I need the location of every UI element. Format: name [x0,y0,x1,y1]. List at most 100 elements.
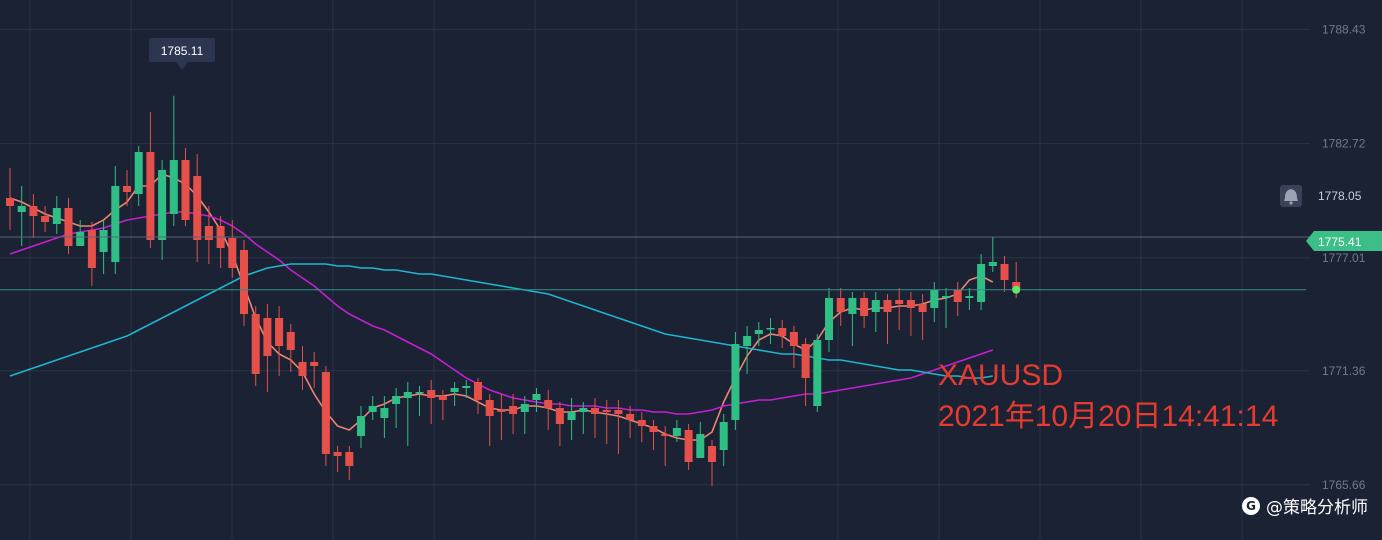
candle-body [333,452,342,456]
candle-body [1000,264,1009,280]
candle-body [743,336,752,346]
candle-body [310,362,319,366]
bell-icon [1284,189,1298,205]
candle-body [427,390,436,398]
candle-body [392,396,401,404]
candle-body [801,344,810,378]
candle-body [52,208,61,224]
candle-body [99,230,108,252]
candle-body [228,238,237,268]
candle-body [474,382,482,400]
candle-body [848,298,857,314]
y-tick-label: 1782.72 [1322,137,1366,151]
candle-body [567,412,576,420]
y-axis: 1788.43 1782.72 1777.01 1771.36 1765.66 [1322,22,1366,491]
candle-body [368,406,377,412]
candle-body [754,330,763,334]
high-marker: 1785.11 [149,38,215,70]
y-tick-label: 1788.43 [1322,22,1366,36]
candle-body [497,410,506,412]
candle-body [263,318,272,356]
candle-body [591,408,599,414]
y-tick-label: 1771.36 [1322,364,1366,378]
candle-body [509,406,518,414]
candle-body [988,262,997,266]
candle-body [450,388,459,392]
alert-line-label: 1778.05 [1318,189,1362,203]
price-lines [0,236,1382,291]
candle-body [462,386,471,388]
candle-body [403,392,412,398]
candle-body [766,328,775,330]
candle-body [684,430,693,462]
candle-body [731,344,740,420]
candle-body [41,216,50,222]
candle-body [602,410,611,412]
high-marker-label: 1785.11 [161,44,204,58]
candle-body [134,152,143,194]
candle-body [357,416,365,436]
candle-body [286,332,295,350]
candle-body [415,392,424,394]
candle-body [696,434,705,458]
candle-body [672,428,681,436]
ma-long-line [9,263,993,379]
y-tick-label: 1765.66 [1322,478,1366,492]
candle-body [871,300,880,312]
candle-body [64,208,73,246]
candle-body [111,186,120,262]
candle-body [6,198,14,206]
candle-body [181,160,190,220]
candle-body [345,452,354,466]
candle-body [579,408,588,412]
candle-body [953,290,962,302]
candle-body [778,328,787,336]
candle-body [544,400,553,408]
candle-body [251,314,260,374]
candle-body [485,400,494,416]
candle-body [380,408,389,418]
candle-body [29,206,38,216]
current-price-tag: 1775.41 [1306,231,1382,251]
candle-body [883,300,892,312]
candlesticks [6,95,1021,486]
candle-body [977,264,986,302]
candle-body [204,226,213,240]
candle-body [825,298,833,340]
candle-body [123,186,131,192]
candle-body [240,250,248,314]
candle-body [708,446,716,462]
candle-body [87,230,96,268]
logo-icon: G [1242,496,1260,515]
candle-body [275,318,284,346]
candle-body [193,176,202,240]
candle-body [836,298,845,312]
candle-body [520,404,529,412]
candle-body [614,410,623,414]
candle-body [789,332,798,346]
candle-body [146,152,155,240]
watermark: G @策略分析师 [1242,493,1368,518]
candle-body [918,304,927,312]
candle-body [298,362,307,376]
candle-body [649,426,658,432]
candle-body [965,296,974,298]
candle-body [860,298,869,316]
candle-body [626,414,635,420]
ma-mid-line [9,211,994,415]
current-price-label: 1775.41 [1318,235,1362,249]
watermark-text: @策略分析师 [1266,498,1368,518]
grid [0,0,1310,540]
symbol-label: XAUUSD [938,359,1063,392]
candle-body [158,170,167,240]
candle-body [17,206,26,212]
timestamp-label: 2021年10月20日14:41:14 [938,400,1278,433]
candle-body [813,340,822,406]
alert-line-tag[interactable]: 1778.05 [1280,185,1362,207]
candle-body [637,420,646,426]
candle-body [661,434,670,436]
candle-body [555,408,564,424]
candle-body [321,372,330,454]
candle-body [942,296,950,298]
